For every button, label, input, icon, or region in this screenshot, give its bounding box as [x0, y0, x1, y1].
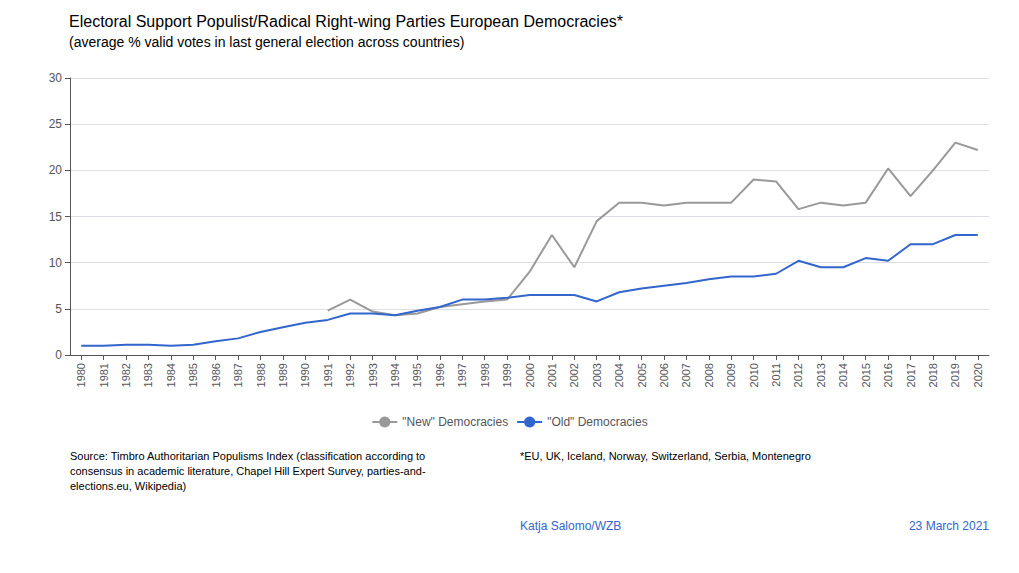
- svg-text:Katja Salomo/WZB: Katja Salomo/WZB: [520, 519, 621, 533]
- svg-text:25: 25: [49, 117, 63, 131]
- svg-text:1995: 1995: [411, 363, 423, 387]
- svg-text:2013: 2013: [815, 363, 827, 387]
- svg-text:2011: 2011: [770, 363, 782, 387]
- svg-text:2008: 2008: [703, 363, 715, 387]
- svg-text:2007: 2007: [680, 363, 692, 387]
- svg-text:consensus in academic literatu: consensus in academic literature, Chapel…: [70, 465, 426, 477]
- svg-text:1980: 1980: [75, 363, 87, 387]
- svg-text:2015: 2015: [860, 363, 872, 387]
- svg-text:20: 20: [49, 163, 63, 177]
- svg-text:2000: 2000: [524, 363, 536, 387]
- svg-text:1991: 1991: [322, 363, 334, 387]
- svg-text:15: 15: [49, 210, 63, 224]
- svg-text:0: 0: [55, 348, 62, 362]
- svg-text:1988: 1988: [255, 363, 267, 387]
- svg-text:1990: 1990: [299, 363, 311, 387]
- svg-text:1984: 1984: [165, 363, 177, 387]
- svg-text:1987: 1987: [232, 363, 244, 387]
- svg-text:30: 30: [49, 71, 63, 85]
- svg-text:1993: 1993: [367, 363, 379, 387]
- svg-text:2002: 2002: [568, 363, 580, 387]
- svg-text:1982: 1982: [120, 363, 132, 387]
- svg-text:2009: 2009: [725, 363, 737, 387]
- svg-text:1996: 1996: [434, 363, 446, 387]
- svg-text:2010: 2010: [748, 363, 760, 387]
- svg-text:1986: 1986: [210, 363, 222, 387]
- svg-text:1983: 1983: [142, 363, 154, 387]
- svg-text:Electoral Support Populist/Rad: Electoral Support Populist/Radical Right…: [69, 13, 623, 30]
- svg-text:1992: 1992: [344, 363, 356, 387]
- svg-text:1985: 1985: [187, 363, 199, 387]
- svg-text:(average % valid votes in last: (average % valid votes in last general e…: [69, 34, 464, 50]
- svg-text:2019: 2019: [949, 363, 961, 387]
- svg-text:2017: 2017: [905, 363, 917, 387]
- svg-text:1981: 1981: [98, 363, 110, 387]
- svg-text:1998: 1998: [479, 363, 491, 387]
- svg-text:1997: 1997: [456, 363, 468, 387]
- svg-text:2003: 2003: [591, 363, 603, 387]
- svg-text:2006: 2006: [658, 363, 670, 387]
- svg-text:1994: 1994: [389, 363, 401, 387]
- svg-text:5: 5: [55, 302, 62, 316]
- svg-text:10: 10: [49, 256, 63, 270]
- svg-text:elections.eu, Wikipedia): elections.eu, Wikipedia): [70, 480, 186, 492]
- svg-text:*EU, UK, Iceland, Norway, Swit: *EU, UK, Iceland, Norway, Switzerland, S…: [520, 450, 811, 462]
- svg-text:2016: 2016: [882, 363, 894, 387]
- svg-text:"Old" Democracies: "Old" Democracies: [547, 415, 648, 429]
- svg-text:2005: 2005: [636, 363, 648, 387]
- svg-text:2018: 2018: [927, 363, 939, 387]
- svg-text:2020: 2020: [972, 363, 984, 387]
- svg-text:2014: 2014: [837, 363, 849, 387]
- svg-text:23 March 2021: 23 March 2021: [909, 519, 989, 533]
- svg-text:Source: Timbro Authoritarian P: Source: Timbro Authoritarian Populisms I…: [70, 450, 425, 462]
- svg-text:1999: 1999: [501, 363, 513, 387]
- svg-text:2012: 2012: [792, 363, 804, 387]
- svg-text:"New" Democracies: "New" Democracies: [402, 415, 508, 429]
- svg-text:2004: 2004: [613, 363, 625, 387]
- svg-text:2001: 2001: [546, 363, 558, 387]
- svg-text:1989: 1989: [277, 363, 289, 387]
